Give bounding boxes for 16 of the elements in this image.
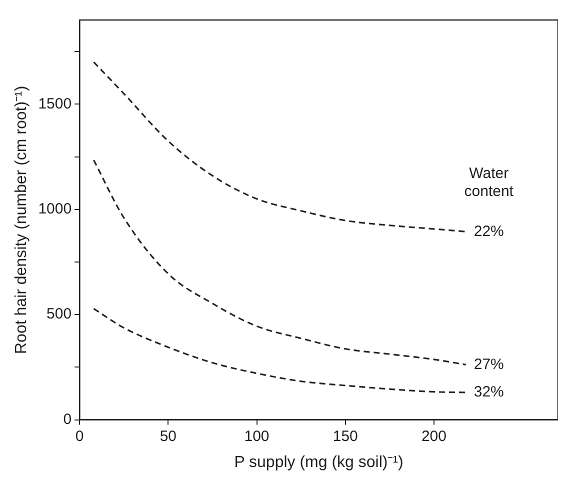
- x-tick-label: 0: [75, 428, 84, 445]
- y-axis-title: Root hair density (number (cm root)⁻¹): [13, 86, 30, 354]
- series-label: 32%: [474, 384, 504, 401]
- legend-title: Water content: [464, 164, 514, 200]
- y-tick-label: 0: [63, 410, 72, 428]
- x-tick-label: 200: [421, 428, 446, 445]
- y-tick-label: 1500: [38, 95, 72, 112]
- x-tick-label: 50: [160, 428, 177, 445]
- y-tick-label: 500: [46, 306, 72, 323]
- x-tick-label: 150: [332, 428, 358, 445]
- y-tick-label: 1000: [38, 200, 72, 218]
- series-label: 27%: [474, 356, 504, 373]
- x-tick-label: 100: [244, 428, 270, 445]
- series-label: 22%: [474, 222, 504, 240]
- x-axis-title: P supply (mg (kg soil)⁻¹): [234, 454, 404, 471]
- line-series: [92, 308, 467, 394]
